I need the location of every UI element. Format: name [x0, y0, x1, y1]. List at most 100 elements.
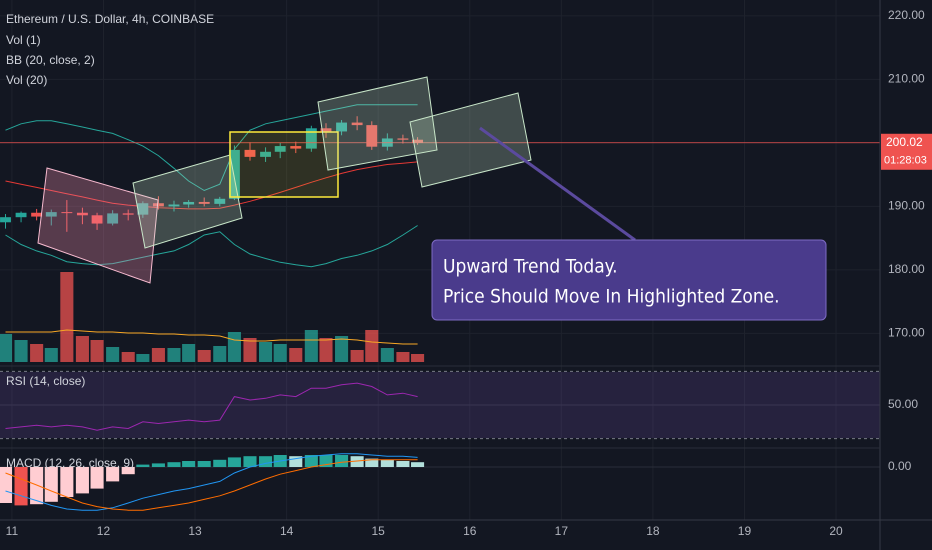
volume-bar [335, 336, 349, 362]
macd-histogram-bar [227, 457, 241, 467]
macd-histogram-bar [259, 456, 273, 467]
candle-body [198, 201, 210, 204]
x-tick-label: 13 [188, 524, 202, 538]
candle-body [290, 146, 302, 149]
volume-bar [319, 338, 333, 362]
macd-histogram-bar [167, 462, 181, 467]
indicator-label: BB (20, close, 2) [6, 53, 95, 67]
macd-histogram-bar [197, 461, 211, 467]
zone-box [37, 167, 159, 284]
candle-body [31, 212, 43, 217]
volume-bar [151, 348, 165, 362]
x-tick-label: 18 [646, 524, 660, 538]
annotation: Upward Trend Today. [443, 256, 618, 278]
volume-bar [0, 334, 13, 362]
macd-histogram-bar [350, 456, 364, 467]
macd-histogram-bar [44, 467, 58, 502]
x-tick-label: 20 [829, 524, 843, 538]
volume-bar [106, 347, 120, 362]
candle-body [183, 201, 195, 205]
macd-histogram-bar [30, 467, 44, 505]
candle-body [152, 203, 164, 207]
price-label-bg [881, 133, 932, 170]
x-tick-label: 16 [463, 524, 477, 538]
macd-histogram-bar [243, 456, 257, 467]
plot [0, 104, 880, 511]
macd-histogram-bar [289, 456, 303, 467]
y-tick-label: 190.00 [888, 199, 925, 213]
x-tick-label: 12 [97, 524, 111, 538]
macd-histogram-bar [60, 467, 74, 497]
rsi-label: RSI (14, close) [6, 374, 85, 388]
zone-box [317, 76, 438, 171]
volume-bar [121, 352, 135, 362]
volume-bar [350, 350, 364, 362]
indicator-label: Vol (20) [6, 73, 47, 87]
volume-bar [60, 272, 74, 362]
candle-body [351, 122, 363, 126]
last-price-label: 200.02 [886, 135, 923, 149]
bb-lower-line [5, 225, 418, 268]
volume-bar [396, 352, 410, 362]
candle-body [91, 215, 103, 224]
macd-histogram-bar [121, 467, 135, 475]
macd-histogram-bar [380, 459, 394, 467]
volume-bar [167, 348, 181, 362]
candle-body [397, 138, 409, 140]
volume-bar [213, 346, 227, 362]
volume-bar [197, 350, 211, 362]
rsi-line [5, 382, 418, 431]
axes: 220.00 210.00 20 0.00 190.00 180.00 170.00 11 12… [6, 8, 932, 538]
candle-body [137, 203, 149, 215]
y-tick-label: 0.00 [888, 459, 912, 473]
macd-histogram-bar [75, 467, 89, 494]
volume-bar [14, 340, 28, 362]
candle-body [260, 151, 272, 157]
callout-box [431, 239, 827, 321]
volume-bar [75, 336, 89, 362]
candle-body [412, 139, 424, 143]
chart-title: Ethereum / U.S. Dollar, 4h, COINBASE [6, 12, 214, 26]
candle-body [228, 149, 240, 199]
annotation: Price Should Move In Highlighted Zone. [443, 286, 780, 308]
candle-body [107, 213, 119, 224]
x-tick-label: 15 [372, 524, 386, 538]
macd-histogram-bar [136, 464, 150, 467]
zone-box [229, 131, 339, 198]
macd-histogram-bar [0, 467, 13, 503]
volume-bar [30, 344, 44, 362]
candle-body [305, 128, 317, 149]
macd-histogram-bar [14, 467, 28, 506]
macd-histogram-bar [365, 458, 379, 467]
indicator-label: Vol (1) [6, 33, 41, 47]
bb-upper-line [5, 104, 418, 192]
volume-bar [243, 338, 257, 362]
macd-line [5, 453, 418, 511]
candle-body [15, 212, 27, 218]
macd-histogram-bar [151, 463, 165, 467]
candle-body [214, 198, 226, 204]
bb-middle-line [5, 161, 418, 210]
macd-histogram-bar [182, 461, 196, 467]
rsi-background [0, 372, 880, 438]
y-tick-label: 220.00 [888, 8, 925, 22]
volume-bar [90, 340, 104, 362]
macd-histogram-bar [335, 455, 349, 467]
macd-histogram-bar [106, 467, 120, 482]
candle-body [76, 212, 88, 216]
candle-body [366, 125, 378, 147]
callout-arrow [479, 126, 636, 242]
volume-bar [259, 342, 273, 362]
volume-bar [44, 348, 58, 362]
volume-bar [411, 354, 425, 362]
y-tick-label: 180.00 [888, 262, 925, 276]
volume-bar [136, 354, 150, 362]
zone-box [409, 92, 532, 188]
zone-box [132, 154, 243, 249]
candle-body [244, 149, 256, 157]
candle-body [336, 122, 348, 132]
macd-histogram-bar [90, 467, 104, 489]
x-tick-label: 14 [280, 524, 294, 538]
x-tick-label: 11 [6, 524, 19, 538]
